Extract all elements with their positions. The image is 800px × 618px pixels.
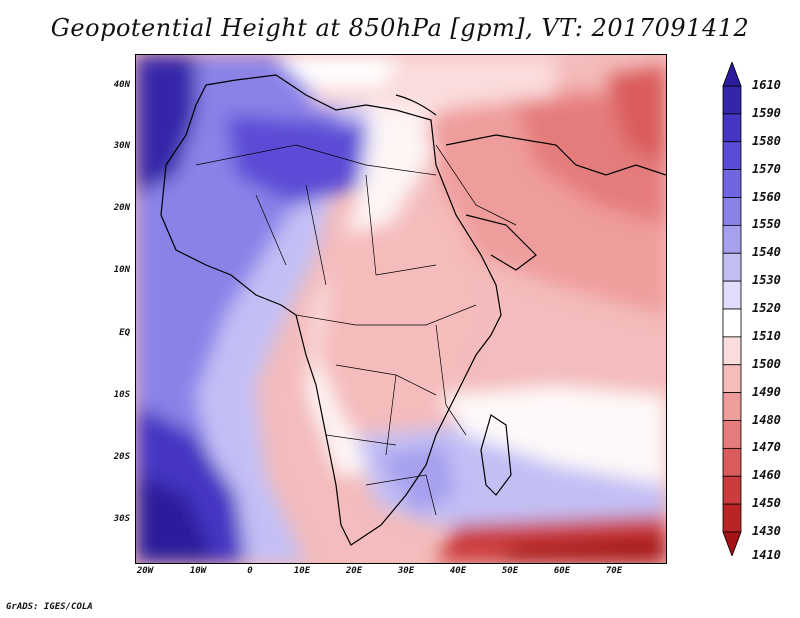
lat-label-30n: 30N (96, 141, 130, 151)
colorbar-cell (723, 476, 741, 504)
lon-label-0: 0 (230, 566, 270, 576)
colorbar-cell (723, 309, 741, 337)
colorbar (721, 62, 743, 556)
colorbar-label: 1560 (752, 190, 781, 204)
colorbar-cell (723, 225, 741, 253)
colorbar-cell (723, 86, 741, 114)
colorbar-label: 1470 (752, 440, 781, 454)
colorbar-label: 1580 (752, 134, 781, 148)
lat-label-30s: 30S (96, 514, 130, 524)
colorbar-label: 1490 (752, 385, 781, 399)
colorbar-label: 1410 (752, 548, 781, 562)
geopotential-field (136, 55, 666, 563)
lat-label-20n: 20N (96, 203, 130, 213)
lon-label-10w: 10W (178, 566, 218, 576)
colorbar-label: 1450 (752, 496, 781, 510)
colorbar-cell (723, 198, 741, 226)
lat-label-40n: 40N (96, 80, 130, 90)
colorbar-cell (723, 504, 741, 532)
lon-label-40e: 40E (438, 566, 478, 576)
colorbar-label: 1590 (752, 106, 781, 120)
lat-label-10n: 10N (96, 265, 130, 275)
map-plot-area (135, 54, 667, 564)
colorbar-label: 1520 (752, 301, 781, 315)
colorbar-label: 1570 (752, 162, 781, 176)
colorbar-label: 1430 (752, 524, 781, 538)
colorbar-cell (723, 114, 741, 142)
colorbar-cell (723, 281, 741, 309)
colorbar-label: 1610 (752, 78, 781, 92)
colorbar-label: 1460 (752, 468, 781, 482)
chart-title: Geopotential Height at 850hPa [gpm], VT:… (0, 14, 800, 42)
colorbar-label: 1530 (752, 273, 781, 287)
colorbar-cell (723, 253, 741, 281)
colorbar-label: 1480 (752, 413, 781, 427)
colorbar-cell (723, 337, 741, 365)
lon-label-70e: 70E (594, 566, 634, 576)
colorbar-label: 1500 (752, 357, 781, 371)
colorbar-label: 1510 (752, 329, 781, 343)
colorbar-bottom-triangle (723, 532, 741, 556)
lon-label-20e: 20E (334, 566, 374, 576)
lat-label-20s: 20S (96, 452, 130, 462)
lon-label-60e: 60E (542, 566, 582, 576)
colorbar-cell (723, 393, 741, 421)
colorbar-cell (723, 142, 741, 170)
colorbar-cell (723, 365, 741, 393)
colorbar-top-triangle (723, 62, 741, 86)
colorbar-cell (723, 170, 741, 198)
lat-label-eq: EQ (96, 328, 130, 338)
lon-label-30e: 30E (386, 566, 426, 576)
colorbar-label: 1550 (752, 217, 781, 231)
lon-label-10e: 10E (282, 566, 322, 576)
colorbar-label: 1540 (752, 245, 781, 259)
lon-label-20w: 20W (125, 566, 165, 576)
lat-label-10s: 10S (96, 390, 130, 400)
lon-label-50e: 50E (490, 566, 530, 576)
colorbar-cell (723, 421, 741, 449)
grads-credit: GrADS: IGES/COLA (6, 602, 93, 612)
colorbar-cell (723, 448, 741, 476)
